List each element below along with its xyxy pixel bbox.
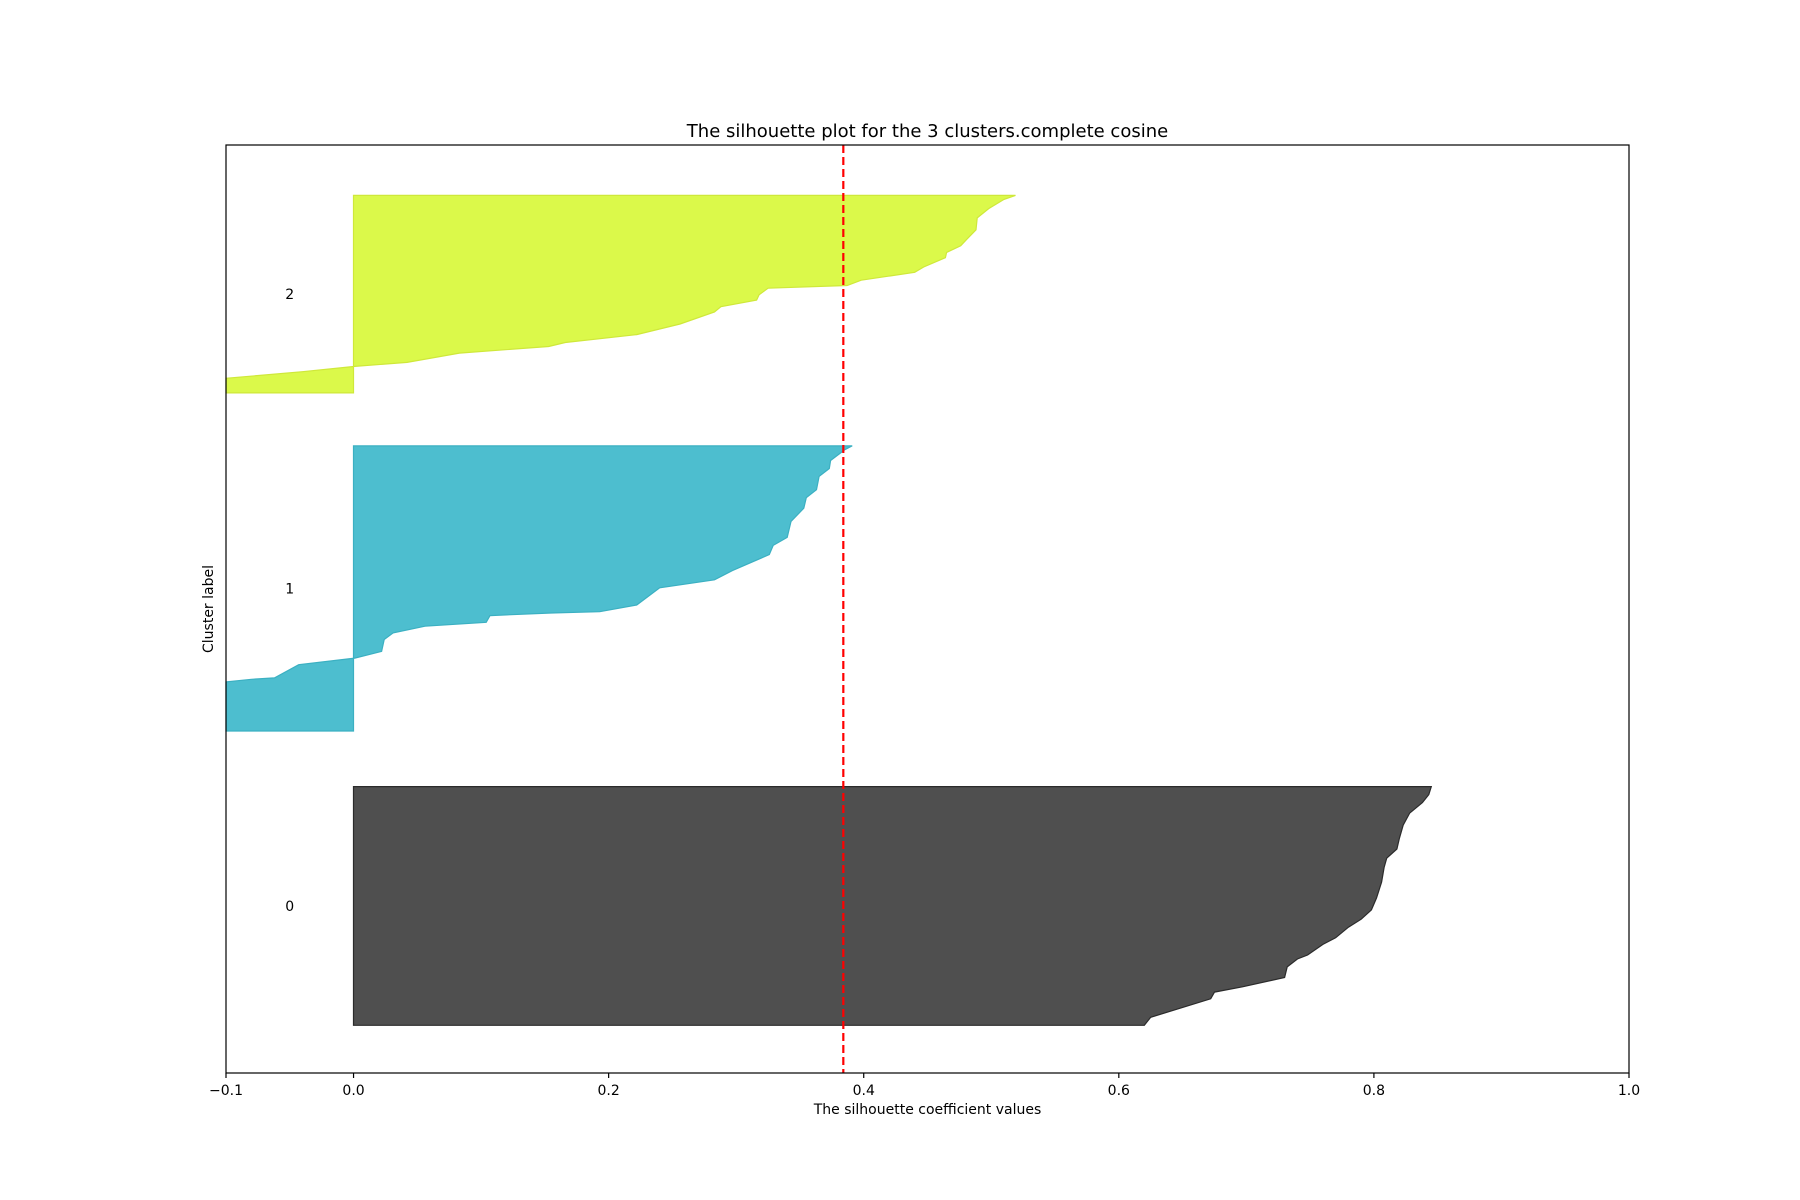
x-tick-label: 0.4 [853,1083,875,1099]
y-axis-label: Cluster label [201,565,217,653]
x-tick-label: 0.0 [342,1083,364,1099]
chart-title: The silhouette plot for the 3 clusters.c… [686,121,1168,142]
cluster-label-0: 0 [285,899,294,915]
cluster-label-1: 1 [285,581,294,597]
x-tick-label: 0.8 [1363,1083,1385,1099]
plot-frame [225,144,1630,1074]
plot-area: 0 1 2 −0.1 0.0 0.2 0.4 0.6 0.8 1.0 [209,144,1640,1099]
cluster-label-2: 2 [285,287,294,303]
silhouette-cluster-2 [225,194,1016,394]
x-tick-label: 0.6 [1108,1083,1130,1099]
silhouette-cluster-0 [352,786,1433,1026]
silhouette-cluster-1 [225,445,853,732]
x-tick-label: 1.0 [1618,1083,1640,1099]
x-tick-label: 0.2 [598,1083,620,1099]
x-tick-label: −0.1 [209,1083,243,1099]
x-axis-label: The silhouette coefficient values [813,1102,1042,1118]
